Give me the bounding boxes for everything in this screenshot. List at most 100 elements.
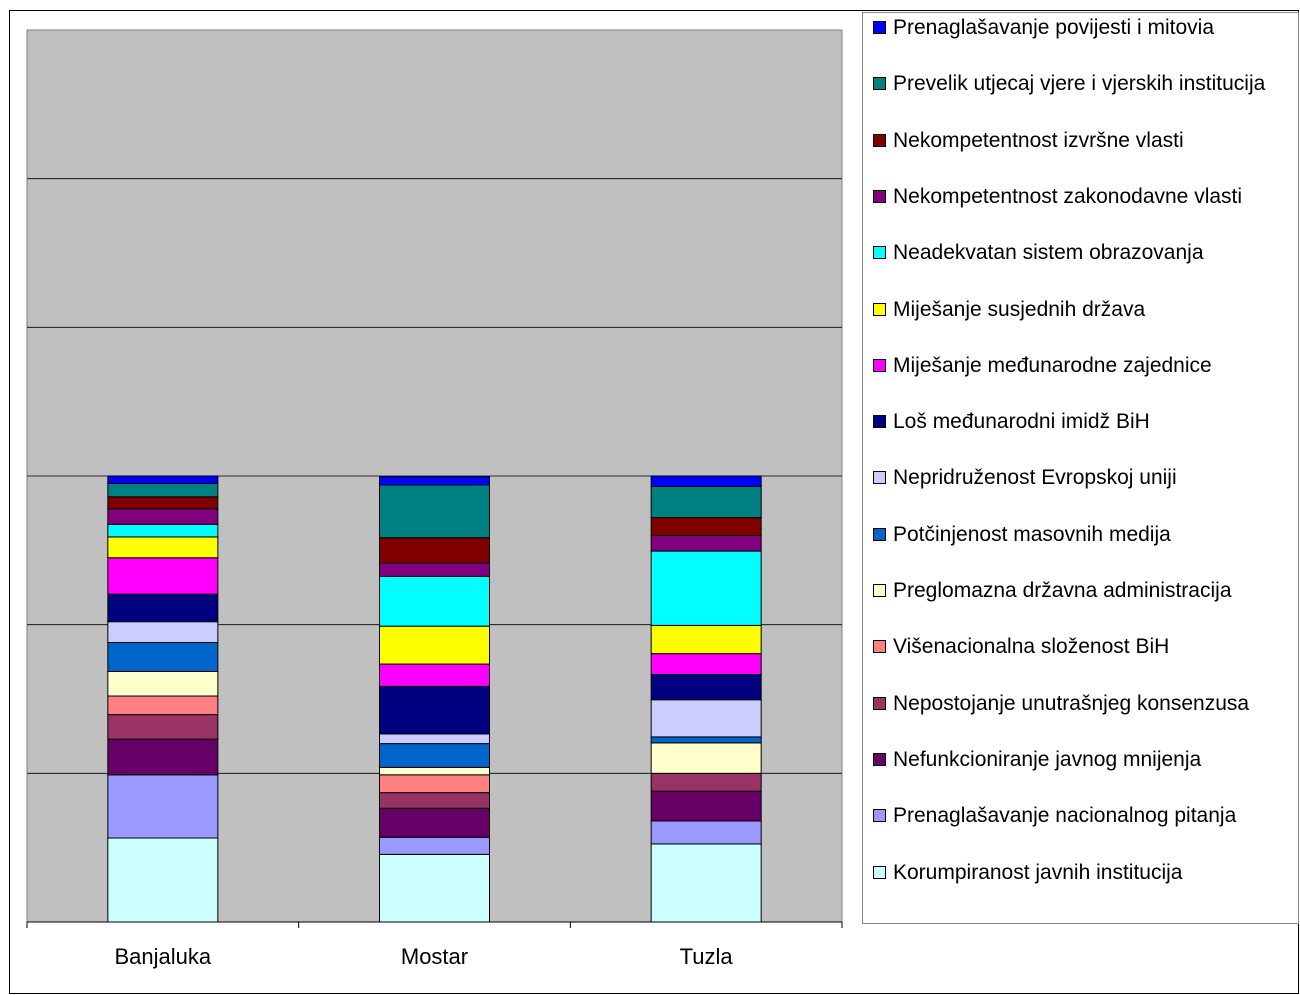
legend-label: Nekompetentnost izvršne vlasti [893,128,1184,152]
x-tick-label: Tuzla [680,944,734,969]
bar-segment [650,699,762,738]
bar-segment [379,625,490,665]
bar-segment [650,485,762,519]
bar-segment [107,482,219,498]
legend-item: Prenaglašavanje nacionalnog pitanja [873,802,1298,830]
bar-segment [107,738,219,776]
legend-label: Preglomazna državna administracija [893,579,1232,602]
bar-segment [379,853,490,923]
legend-item: Loš međunarodni imidž BiH [873,408,1298,436]
legend-swatch [873,358,886,372]
x-tick-label: Mostar [401,944,468,969]
bar-segment [107,475,219,484]
bar-segment [650,736,762,744]
legend-label: Nekompetentnost zakonodavne vlasti [893,184,1243,208]
legend-label: Neadekvatan sistem obrazovanja [893,241,1204,265]
bar-segment [650,475,762,487]
legend-label: Loš međunarodni imidž BiH [893,410,1150,434]
bar-segment [379,537,490,564]
legend-label: Prenaglašavanje nacionalnog pitanja [893,804,1237,828]
bar-segment [650,673,762,701]
legend-label: Nepostojanje unutrašnjeg konsenzusa [893,691,1250,715]
legend-item: Preglomazna državna administracija [873,577,1298,605]
bar-segment [650,624,762,655]
legend-item: Višenacionalna složenost BiH [873,633,1298,661]
legend-label: Potčinjenost masovnih medija [893,522,1171,546]
legend-swatch [873,584,886,597]
legend-swatch [873,415,886,429]
legend-item: Korumpiranost javnih institucija [873,859,1298,887]
bar-segment [650,843,762,923]
legend-label: Miješanje susjednih država [893,297,1146,321]
legend-swatch [873,640,886,654]
bar-segment [107,642,219,672]
bar-segment [650,517,762,536]
bar-segment [107,496,219,510]
legend-swatch [873,865,886,879]
legend-swatch [873,471,886,485]
bar-segment [379,792,490,809]
bar-segment [650,550,762,626]
bar-segment [107,508,219,525]
bar-segment [379,562,490,577]
legend-item: Prenaglašavanje povijesti i mitovia [873,14,1298,42]
bar-segment [379,733,490,745]
bar-segment [107,523,219,538]
legend-label: Prevelik utjecaj vjere i vjerskih instit… [893,72,1266,96]
legend-swatch [873,133,886,147]
legend-item: Potčinjenost masovnih medija [873,521,1298,549]
legend-item: Nekompetentnost izvršne vlasti [873,127,1298,155]
bar-segment [107,774,219,839]
stacked-bar-chart: Banjaluka Mostar Tuzla [26,29,843,969]
bar-segment [379,743,490,768]
legend-item: Miješanje međunarodne zajednice [873,352,1298,380]
legend-item: Nepridruženost Evropskoj uniji [873,464,1298,492]
legend-swatch [873,696,886,710]
legend-item: Prevelik utjecaj vjere i vjerskih instit… [873,70,1298,98]
legend-label: Korumpiranost javnih institucija [893,860,1183,884]
legend-item: Nefunkcioniranje javnog mnijenja [873,746,1298,774]
bar-segment [107,593,219,623]
bar-segment [650,653,762,675]
bar-segment [650,790,762,822]
legend-label: Prenaglašavanje povijesti i mitovia [893,16,1214,39]
legend-swatch [873,21,886,34]
legend-item: Nepostojanje unutrašnjeg konsenzusa [873,690,1298,718]
bar-segment [379,663,490,687]
legend-swatch [873,189,886,203]
bar-segment [107,557,219,595]
bar-segment [379,685,490,735]
bar-segment [379,766,490,776]
bar-segment [379,484,490,539]
legend-swatch [873,246,886,260]
legend-swatch [873,77,886,91]
bar-segment [379,774,490,794]
legend-label: Nepridruženost Evropskoj uniji [893,466,1177,490]
bar-segment [379,476,490,486]
legend-label: Nefunkcioniranje javnog mnijenja [893,747,1202,771]
legend-swatch [873,809,886,823]
bar-segment [650,820,762,845]
bar-segment [650,772,762,792]
legend-swatch [873,527,886,541]
legend: Prenaglašavanje povijesti i mitovia Preve… [862,12,1299,924]
bar-segment [107,670,219,697]
bar-segment [107,837,219,923]
bar-segment [107,621,219,644]
bar-segment [107,695,219,716]
legend-swatch [873,752,886,766]
legend-item: Nekompetentnost zakonodavne vlasti [873,183,1298,211]
legend-label: Višenacionalna složenost BiH [893,635,1170,659]
bar-segment [107,714,219,740]
bar-segment [107,536,219,559]
legend-item: Miješanje susjednih država [873,296,1298,324]
bar-segment [650,742,762,774]
legend-item: Neadekvatan sistem obrazovanja [873,239,1298,267]
bar-segment [650,534,762,552]
bar-segment [379,807,490,838]
x-tick-label: Banjaluka [115,944,212,969]
bar-segment [379,575,490,627]
bar-segment [379,836,490,855]
legend-label: Miješanje međunarodne zajednice [893,353,1212,377]
legend-swatch [873,302,886,316]
